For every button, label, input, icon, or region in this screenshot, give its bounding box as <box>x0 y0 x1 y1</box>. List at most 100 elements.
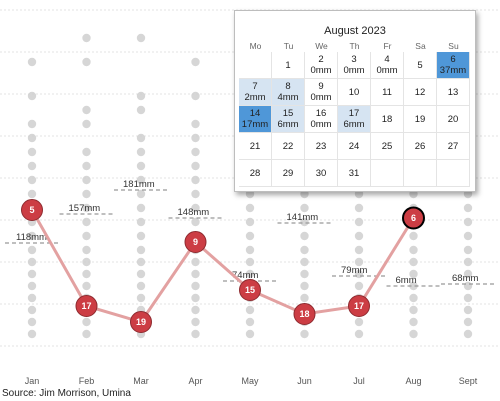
calendar-day[interactable]: 18 <box>371 106 404 133</box>
calendar-day[interactable]: 19 <box>404 106 437 133</box>
calendar-day[interactable]: 17 6mm <box>338 106 371 133</box>
calendar-day <box>404 160 437 187</box>
month-tick-label: Jun <box>297 376 312 386</box>
day-rainfall: 37mm <box>439 65 467 76</box>
calendar-day[interactable]: 26 <box>404 133 437 160</box>
calendar-day <box>437 160 470 187</box>
calendar-day[interactable]: 16 0mm <box>305 106 338 133</box>
calendar-day[interactable]: 20 <box>437 106 470 133</box>
calendar-day[interactable]: 10 <box>338 79 371 106</box>
daily-dot <box>191 147 200 157</box>
calendar-day[interactable]: 22 <box>272 133 305 160</box>
bubble-circle <box>239 279 261 301</box>
daily-dot <box>136 175 146 185</box>
calendar-day[interactable]: 11 <box>371 79 404 106</box>
daily-dot <box>191 217 200 227</box>
calendar-day[interactable]: 14 17mm <box>239 106 272 133</box>
daily-dot <box>409 281 418 291</box>
daily-dot <box>82 217 91 227</box>
month-tick-label: Jan <box>25 376 40 386</box>
daily-dot <box>27 305 37 315</box>
daily-dot <box>409 257 418 267</box>
day-rainfall: 4mm <box>277 92 299 103</box>
calendar-day[interactable]: 1 <box>272 52 305 79</box>
rain-day-bubble[interactable]: 18 <box>293 303 316 325</box>
calendar-day[interactable]: 13 <box>437 79 470 106</box>
day-number: 4 <box>384 54 390 65</box>
rain-day-bubble[interactable]: 17 <box>348 295 370 317</box>
daily-dot <box>354 245 364 255</box>
rain-day-bubble[interactable]: 17 <box>75 295 98 317</box>
bubble-value: 15 <box>245 285 255 295</box>
day-rainfall: 2mm <box>244 92 266 103</box>
daily-dot <box>191 133 200 143</box>
day-number: 3 <box>351 54 357 65</box>
monthly-total-label: 74mm <box>232 270 258 281</box>
calendar-day[interactable]: 8 4mm <box>272 79 305 106</box>
monthly-total-label: 79mm <box>341 265 367 276</box>
month-tick-label: Aug <box>405 376 421 386</box>
daily-dot <box>27 161 37 171</box>
daily-dot <box>27 245 37 255</box>
daily-dot <box>27 281 37 291</box>
calendar-day[interactable]: 29 <box>272 160 305 187</box>
calendar-day[interactable]: 7 2mm <box>239 79 272 106</box>
day-number: 16 <box>315 108 327 119</box>
rain-day-bubble[interactable]: 5 <box>21 199 43 221</box>
calendar-day[interactable]: 28 <box>239 160 272 187</box>
day-number: 30 <box>315 167 327 179</box>
calendar-day[interactable]: 4 0mm <box>371 52 404 79</box>
calendar-tooltip: August 2023 Mo Tu We Th Fr Sa Su 1 2 0mm 3 0mm 4 0mm 5… <box>234 10 476 192</box>
day-rainfall: 0mm <box>310 65 332 76</box>
calendar-day[interactable]: 27 <box>437 133 470 160</box>
calendar-day[interactable]: 6 37mm <box>437 52 470 79</box>
day-rainfall: 0mm <box>310 92 332 103</box>
calendar-day[interactable]: 5 <box>404 52 437 79</box>
daily-dot <box>82 203 91 213</box>
monthly-total-label: 181mm <box>123 179 155 190</box>
daily-dot <box>136 269 146 279</box>
daily-dot <box>300 217 309 227</box>
daily-dot <box>27 293 37 303</box>
daily-dot <box>463 269 473 279</box>
calendar-day[interactable]: 23 <box>305 133 338 160</box>
daily-dot <box>463 293 473 303</box>
rain-day-bubble[interactable]: 9 <box>184 231 207 253</box>
daily-dot <box>136 105 146 115</box>
day-number: 1 <box>285 59 291 71</box>
daily-dot <box>245 245 255 255</box>
daily-dot <box>27 133 37 143</box>
day-number: 26 <box>414 140 426 152</box>
daily-dot <box>463 203 473 213</box>
daily-dot <box>191 119 200 129</box>
calendar-day[interactable]: 30 <box>305 160 338 187</box>
daily-dot <box>354 329 364 339</box>
daily-dot <box>300 269 309 279</box>
rain-day-bubble[interactable]: 15 <box>239 279 261 301</box>
calendar-day[interactable]: 15 6mm <box>272 106 305 133</box>
daily-dot <box>82 33 91 43</box>
calendar-day[interactable]: 31 <box>338 160 371 187</box>
rain-day-bubble[interactable]: 19 <box>130 311 152 333</box>
calendar-day[interactable]: 21 <box>239 133 272 160</box>
daily-dot <box>82 57 91 67</box>
daily-dot <box>354 231 364 241</box>
daily-dot <box>354 217 364 227</box>
weekday-header: Tu <box>283 41 294 51</box>
bubble-circle <box>402 206 425 230</box>
daily-dot <box>245 217 255 227</box>
calendar-day[interactable]: 9 0mm <box>305 79 338 106</box>
day-number: 25 <box>381 140 393 152</box>
rain-day-bubble[interactable]: 6 <box>402 206 425 230</box>
monthly-totals: 118mm 157mm 181mm 148mm 74mm 141mm 79mm 6mm 68mm <box>5 179 495 287</box>
calendar-day[interactable]: 3 0mm <box>338 52 371 79</box>
weekday-header: Th <box>349 41 360 51</box>
calendar-day <box>239 52 272 79</box>
calendar-day[interactable]: 2 0mm <box>305 52 338 79</box>
daily-dot <box>82 105 91 115</box>
calendar-day[interactable]: 25 <box>371 133 404 160</box>
day-number: 31 <box>348 167 360 179</box>
calendar-day[interactable]: 24 <box>338 133 371 160</box>
daily-dot <box>136 33 146 43</box>
calendar-day[interactable]: 12 <box>404 79 437 106</box>
